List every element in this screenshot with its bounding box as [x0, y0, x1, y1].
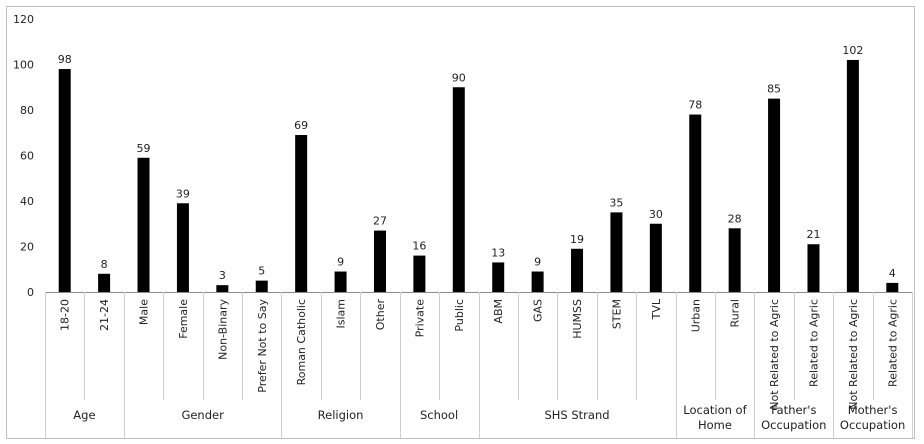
- data-label: 3: [219, 269, 226, 282]
- group-label: Religion: [318, 408, 364, 422]
- data-label: 27: [373, 215, 387, 228]
- bar: [98, 273, 111, 292]
- chart-border: [6, 6, 915, 439]
- data-label: 90: [452, 71, 466, 84]
- data-label: 98: [58, 53, 72, 66]
- y-tick-label: 60: [20, 150, 34, 163]
- y-tick-label: 120: [13, 13, 34, 26]
- bar: [216, 285, 229, 292]
- data-label: 28: [728, 212, 742, 225]
- group-label: Age: [73, 408, 95, 422]
- category-label: Public: [453, 299, 466, 332]
- bar: [373, 230, 386, 292]
- category-label: TVL: [650, 298, 663, 320]
- bar: [255, 280, 268, 292]
- category-label: Not Related to Agric: [768, 299, 781, 410]
- data-label: 69: [294, 119, 308, 132]
- bar: [492, 262, 505, 292]
- bar: [571, 248, 584, 292]
- category-label: Related to Agric: [886, 299, 899, 387]
- data-label: 5: [258, 265, 265, 278]
- data-label: 8: [101, 258, 108, 271]
- bar: [334, 271, 347, 292]
- data-label: 19: [570, 233, 584, 246]
- category-label: Rural: [729, 299, 742, 327]
- category-label: ABM: [492, 299, 505, 324]
- category-label: Not Related to Agric: [847, 299, 860, 410]
- data-label: 35: [609, 196, 623, 209]
- data-label: 13: [491, 246, 505, 259]
- bar: [452, 87, 465, 292]
- bar: [807, 244, 820, 292]
- group-label: School: [420, 408, 458, 422]
- category-label: Urban: [689, 299, 702, 332]
- bar: [728, 228, 741, 292]
- category-label: Other: [374, 299, 387, 331]
- data-label: 4: [889, 267, 896, 280]
- category-label: GAS: [532, 299, 545, 322]
- data-label: 16: [412, 240, 426, 253]
- bar: [689, 114, 702, 292]
- y-tick-label: 80: [20, 104, 34, 117]
- category-label: STEM: [610, 299, 623, 329]
- group-label: Gender: [181, 408, 224, 422]
- data-label: 9: [337, 256, 344, 269]
- bar: [295, 135, 308, 292]
- data-label: 85: [767, 83, 781, 96]
- y-tick-label: 20: [20, 241, 34, 254]
- bar: [768, 98, 781, 292]
- category-label: 21-24: [98, 299, 111, 331]
- data-label: 9: [534, 256, 541, 269]
- bar: [649, 223, 662, 292]
- data-label: 21: [806, 228, 820, 241]
- data-label: 59: [137, 142, 151, 155]
- group-label: Location of Home: [683, 403, 747, 432]
- y-tick-label: 100: [13, 59, 34, 72]
- data-label: 30: [649, 208, 663, 221]
- bar: [413, 255, 426, 292]
- y-tick-label: 0: [27, 286, 34, 299]
- y-tick-label: 40: [20, 195, 34, 208]
- bar: [886, 282, 899, 292]
- category-label: HUMSS: [571, 299, 584, 339]
- category-label: Related to Agric: [807, 299, 820, 387]
- group-label: Mother's Occupation: [840, 403, 905, 432]
- category-label: Female: [177, 299, 190, 339]
- data-label: 78: [688, 99, 702, 112]
- category-label: Roman Catholic: [295, 299, 308, 385]
- category-label: Islam: [335, 299, 348, 329]
- bar: [531, 271, 544, 292]
- bar: [176, 203, 189, 292]
- category-label: Prefer Not to Say: [256, 299, 269, 393]
- bar: [137, 157, 150, 292]
- group-label: SHS Strand: [544, 408, 609, 422]
- group-label: Father's Occupation: [761, 403, 826, 432]
- data-label: 39: [176, 187, 190, 200]
- category-label: 18-20: [59, 299, 72, 331]
- bar: [58, 69, 71, 292]
- category-label: Non-Binary: [216, 299, 229, 360]
- category-label: Male: [138, 299, 151, 325]
- bar: [610, 212, 623, 292]
- category-label: Private: [413, 299, 426, 338]
- bar: [846, 59, 859, 293]
- data-label: 102: [842, 44, 863, 57]
